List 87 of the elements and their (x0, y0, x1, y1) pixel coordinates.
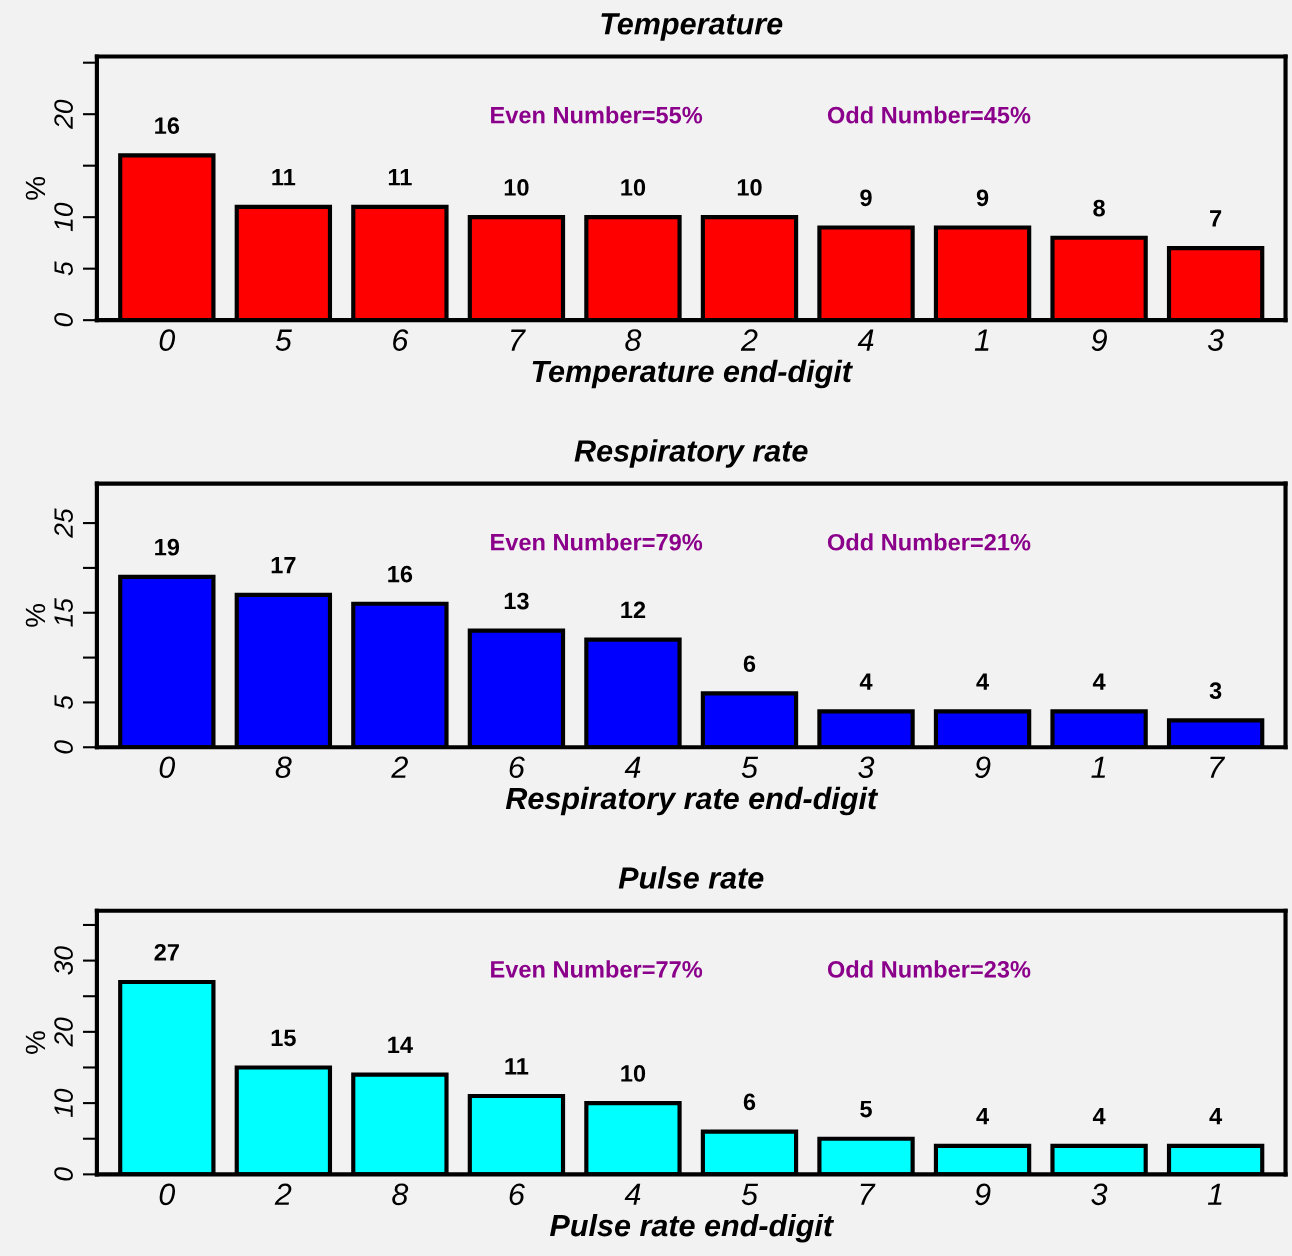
data-label: 4 (1092, 1108, 1106, 1125)
x-tick-label: 0 (159, 1183, 176, 1206)
annotation: Odd Number=45% (827, 106, 1031, 124)
x-tick-label: 5 (275, 329, 292, 351)
y-tick-label: 0 (54, 1167, 73, 1181)
y-tick-label: 20 (54, 99, 73, 130)
data-label: 16 (155, 117, 180, 135)
y-tick-label: 10 (54, 1088, 73, 1118)
data-label: 8 (1093, 199, 1105, 217)
x-tick-label: 3 (858, 756, 875, 779)
y-tick-label: 0 (54, 740, 73, 754)
x-tick-label: 0 (159, 329, 176, 351)
data-label: 9 (860, 189, 872, 207)
x-tick-label: 6 (509, 1183, 525, 1206)
x-tick-label: 8 (275, 756, 292, 779)
data-label: 17 (271, 557, 296, 574)
data-label: 15 (271, 1029, 296, 1047)
data-label: 11 (388, 169, 412, 186)
y-axis-title: % (25, 1031, 46, 1054)
data-label: 4 (1092, 673, 1106, 690)
chart-title: Respiratory rate (574, 439, 808, 468)
data-label: 19 (155, 538, 180, 556)
x-tick-label: 6 (393, 329, 409, 351)
y-tick-label: 25 (54, 508, 73, 538)
annotation: Even Number=79% (491, 533, 703, 551)
data-label: 9 (976, 189, 989, 207)
x-tick-label: 4 (624, 756, 641, 778)
x-axis-title: Pulse rate end-digit (550, 1213, 835, 1243)
data-label: 11 (505, 1058, 529, 1075)
data-label: 10 (737, 179, 762, 196)
x-tick-label: 1 (1207, 1183, 1222, 1205)
x-tick-label: 9 (975, 1183, 991, 1206)
x-tick-label: 1 (1091, 756, 1105, 778)
data-label: 5 (860, 1100, 872, 1118)
x-tick-label: 2 (391, 756, 408, 778)
x-tick-label: 7 (860, 1183, 876, 1205)
data-label: 4 (976, 673, 989, 690)
data-label: 27 (154, 943, 179, 961)
annotation: Even Number=77% (491, 960, 703, 978)
y-tick-label: 10 (54, 202, 73, 232)
y-tick-label: 20 (54, 1017, 73, 1047)
data-label: 4 (1209, 1108, 1223, 1125)
x-tick-label: 1 (974, 329, 989, 351)
data-label: 16 (388, 565, 413, 583)
annotation: Even Number=55% (491, 106, 703, 124)
x-tick-label: 5 (741, 756, 759, 779)
x-tick-label: 9 (975, 756, 991, 779)
data-label: 6 (743, 655, 756, 673)
x-tick-label: 8 (392, 1183, 409, 1206)
annotation: Odd Number=21% (827, 533, 1031, 551)
y-axis-title: % (25, 176, 46, 200)
chart-title: Pulse rate (618, 866, 764, 889)
data-label: 10 (504, 179, 529, 196)
data-label: 12 (621, 601, 646, 619)
data-label: 7 (1210, 210, 1222, 227)
x-tick-label: 5 (741, 1183, 759, 1206)
y-tick-label: 15 (54, 598, 73, 627)
x-tick-label: 4 (857, 329, 874, 351)
x-tick-label: 2 (740, 329, 758, 351)
data-label: 11 (272, 169, 296, 186)
chart-title: Temperature (601, 13, 783, 41)
x-tick-label: 2 (274, 1183, 292, 1205)
y-tick-label: 0 (54, 313, 73, 327)
data-label: 6 (743, 1093, 756, 1111)
y-tick-label: 5 (54, 695, 73, 710)
x-axis-title: Respiratory rate end-digit (505, 786, 879, 816)
data-label: 13 (504, 592, 529, 610)
x-tick-label: 6 (509, 756, 525, 779)
data-label: 4 (976, 1108, 989, 1125)
data-label: 4 (859, 673, 873, 690)
x-tick-label: 8 (625, 329, 642, 351)
x-tick-label: 0 (159, 756, 176, 779)
x-tick-label: 4 (624, 1183, 641, 1205)
x-axis-title: Temperature end-digit (532, 359, 853, 389)
x-tick-label: 7 (511, 329, 526, 351)
x-tick-label: 9 (1091, 329, 1107, 351)
y-tick-label: 5 (54, 261, 73, 276)
y-tick-label: 30 (54, 946, 73, 975)
data-label: 10 (621, 1065, 646, 1082)
data-label: 10 (621, 179, 646, 196)
data-label: 14 (388, 1036, 413, 1054)
annotation: Odd Number=23% (827, 960, 1031, 978)
x-tick-label: 3 (1207, 329, 1224, 351)
y-axis-title: % (25, 604, 46, 627)
x-tick-label: 3 (1091, 1183, 1108, 1206)
x-tick-label: 7 (1210, 756, 1226, 778)
data-label: 3 (1209, 682, 1222, 700)
